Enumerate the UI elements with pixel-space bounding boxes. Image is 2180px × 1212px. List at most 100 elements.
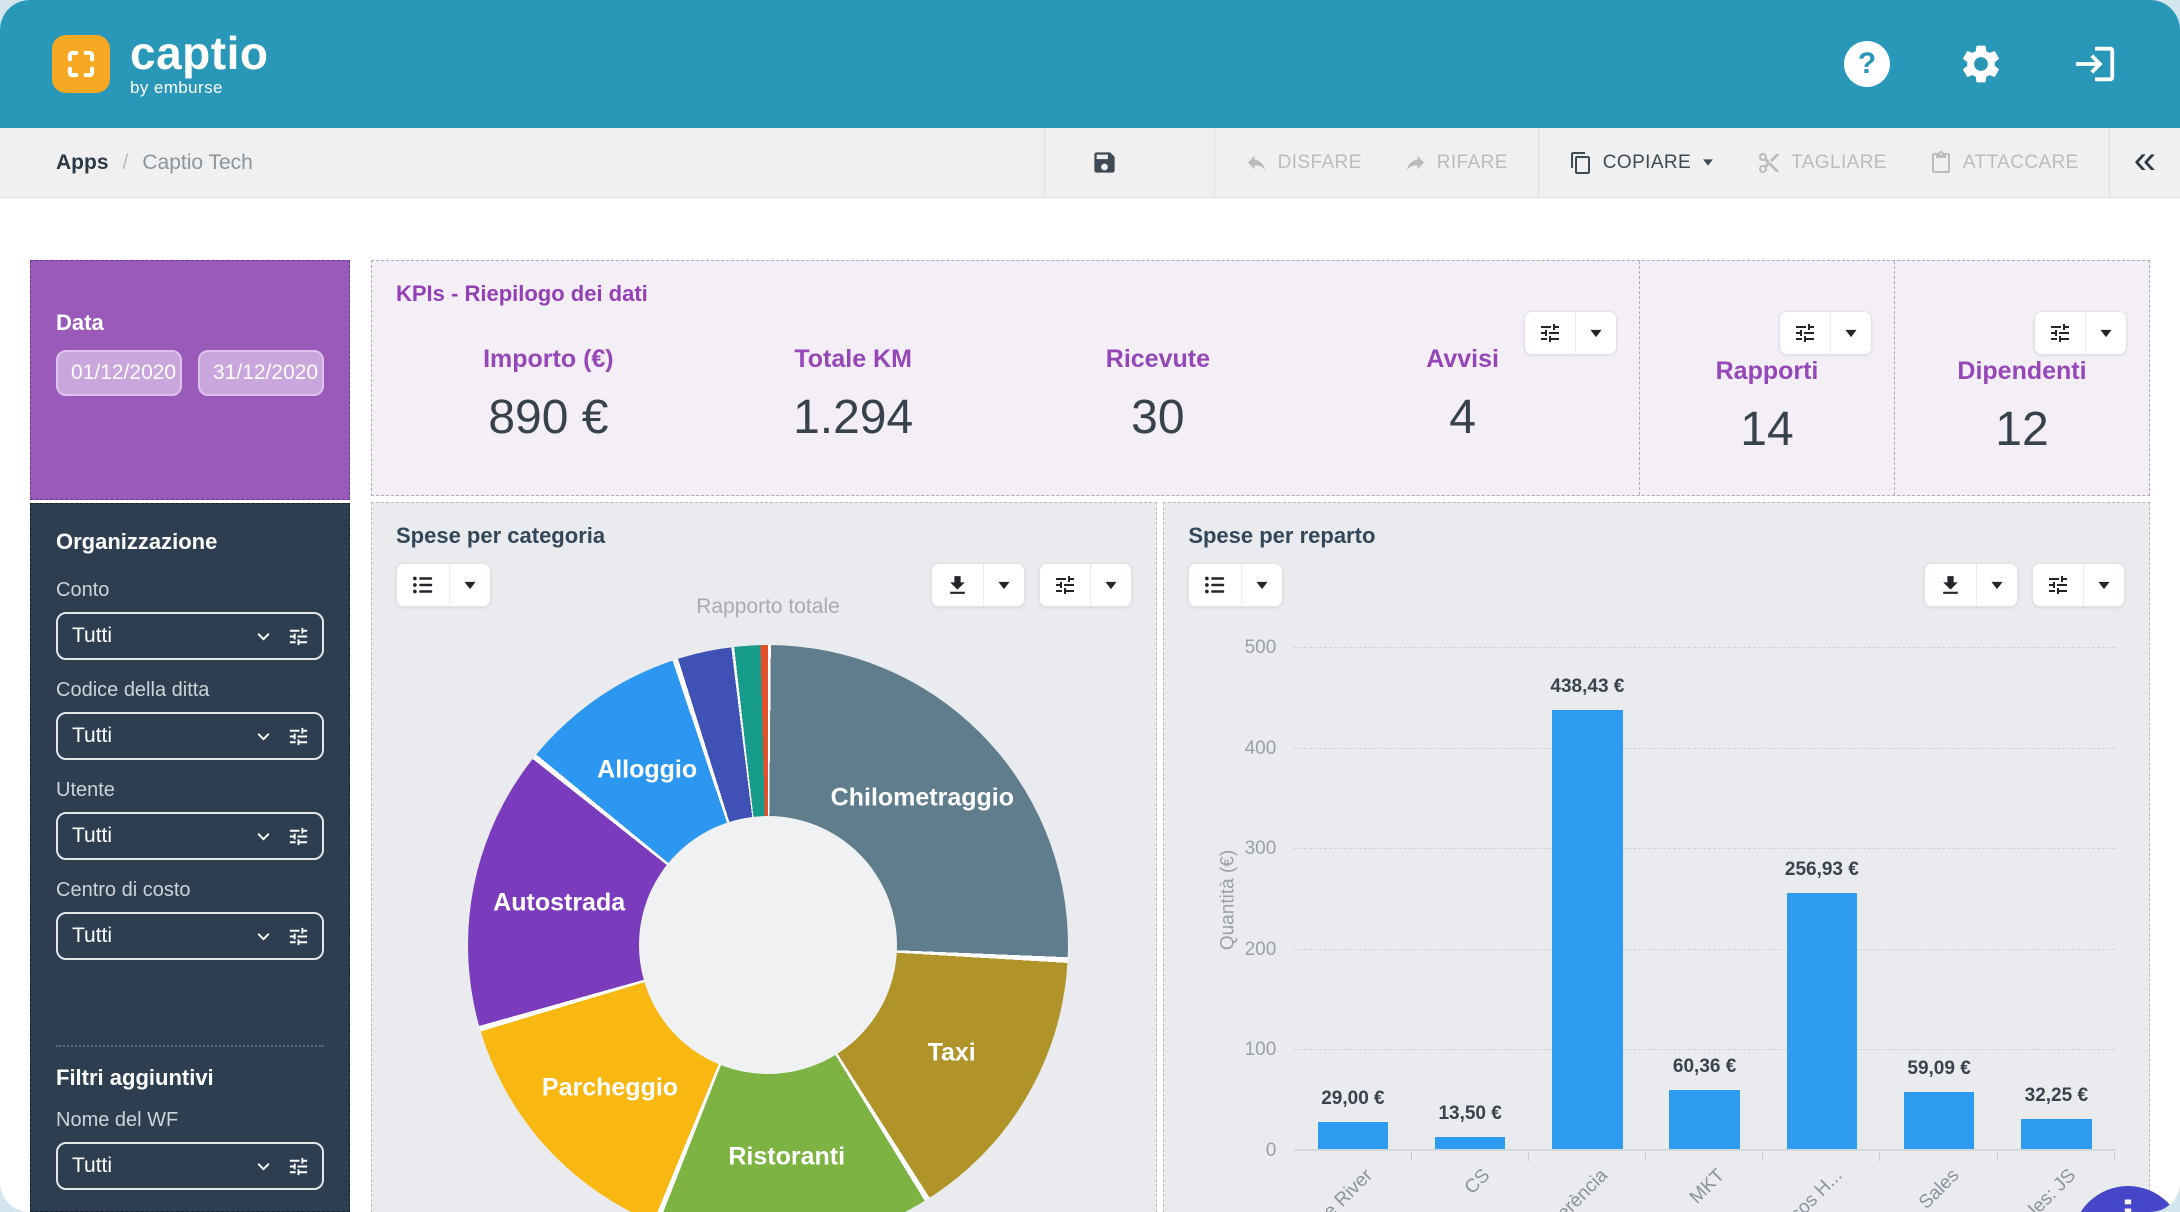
dropdown-caret[interactable] xyxy=(2083,564,2124,606)
list-icon[interactable] xyxy=(1189,564,1242,606)
gridline xyxy=(1294,647,2115,648)
extra-filters-title: Filtri aggiuntivi xyxy=(56,1065,214,1090)
bar[interactable] xyxy=(1903,1092,1975,1151)
bar[interactable] xyxy=(1317,1122,1389,1151)
chevron-down-icon[interactable] xyxy=(253,926,274,947)
bar-download-button xyxy=(1924,563,2018,607)
cut-button[interactable]: TAGLIARE xyxy=(1757,151,1887,175)
chevron-down-icon[interactable] xyxy=(253,626,274,647)
bar-slot: 59,09 € Sales xyxy=(1880,648,1998,1212)
bar[interactable] xyxy=(2021,1119,2092,1151)
bar-value-label: 29,00 € xyxy=(1321,1088,1385,1109)
dropdown-caret[interactable] xyxy=(1241,564,1283,606)
captio-logo: captio by emburse xyxy=(52,29,268,99)
date-section-title: Data xyxy=(56,310,104,335)
x-axis-baseline xyxy=(1294,1149,2115,1151)
bar-value-label: 59,09 € xyxy=(1907,1058,1971,1079)
conto-select[interactable]: Tutti xyxy=(56,612,324,660)
collapse-panel-icon[interactable]: « xyxy=(2134,140,2156,186)
bar[interactable] xyxy=(1786,893,1858,1151)
x-tick-label: me River xyxy=(1308,1165,1378,1212)
tune-icon[interactable] xyxy=(2033,564,2083,606)
captio-logo-icon xyxy=(52,35,110,93)
centro-costo-select[interactable]: Tutti xyxy=(56,912,324,960)
kpi-summary-settings-button xyxy=(1524,311,1617,355)
gridline xyxy=(1294,848,2115,850)
y-tick-label: 300 xyxy=(1244,838,1277,860)
y-tick-label: 400 xyxy=(1244,737,1277,759)
x-tick-label: Sales xyxy=(1914,1165,1964,1212)
dropdown-caret[interactable] xyxy=(2085,312,2126,354)
nome-wf-select[interactable]: Tutti xyxy=(56,1142,324,1190)
kpi-totale-km: Totale KM 1.294 xyxy=(793,345,914,444)
tune-icon[interactable] xyxy=(287,1155,310,1178)
save-button[interactable] xyxy=(1091,149,1118,176)
donut-slice-label: Parcheggio xyxy=(541,1073,679,1102)
date-filter-panel: Data 01/12/2020 31/12/2020 xyxy=(30,260,350,500)
download-icon[interactable] xyxy=(932,564,984,606)
settings-gear-icon[interactable] xyxy=(1958,41,2004,87)
undo-icon xyxy=(1245,151,1268,174)
gridline xyxy=(1294,948,2115,950)
clipboard-icon xyxy=(1929,150,1953,175)
bar-chart-title: Spese per reparto xyxy=(1188,523,1376,548)
dropdown-caret[interactable] xyxy=(1830,312,1871,354)
donut-chart: Chilometraggio Taxi Ristoranti Parcheggio Au… xyxy=(468,645,1068,1212)
donut-slice-label: Autostrada xyxy=(493,888,626,917)
tune-icon[interactable] xyxy=(287,825,310,848)
top-bar: captio by emburse ? xyxy=(0,0,2180,128)
paste-button[interactable]: ATTACCARE xyxy=(1929,150,2079,175)
undo-button[interactable]: DISFARE xyxy=(1245,151,1362,174)
logout-icon[interactable] xyxy=(2072,41,2118,87)
chevron-down-icon[interactable] xyxy=(253,826,274,847)
bar-value-label: 438,43 € xyxy=(1550,676,1625,697)
date-to-field[interactable]: 31/12/2020 xyxy=(198,350,324,396)
kpi-panel-title: KPIs - Riepilogo dei dati xyxy=(396,281,648,306)
dropdown-caret[interactable] xyxy=(1575,312,1616,354)
breadcrumb: Apps / Captio Tech xyxy=(0,128,253,197)
dropdown-caret[interactable] xyxy=(1090,564,1132,606)
donut-subtitle: Rapporto totale xyxy=(696,595,840,618)
bar-slot: 29,00 € me River xyxy=(1294,648,1412,1212)
copy-button[interactable]: COPIARE xyxy=(1569,151,1715,175)
download-icon[interactable] xyxy=(1925,564,1976,606)
organization-section-title: Organizzazione xyxy=(56,529,218,554)
tune-icon[interactable] xyxy=(1780,312,1830,354)
dropdown-caret[interactable] xyxy=(1976,564,2017,606)
help-icon[interactable]: ? xyxy=(1844,41,1890,87)
dashboard-content: Data 01/12/2020 31/12/2020 Organizzazion… xyxy=(0,198,2180,1212)
spese-reparto-panel: Spese per reparto xyxy=(1163,502,2150,1212)
list-icon[interactable] xyxy=(397,564,449,606)
tune-icon[interactable] xyxy=(2035,312,2085,354)
y-tick-label: 100 xyxy=(1244,1039,1277,1061)
filters-sidebar: Data 01/12/2020 31/12/2020 Organizzazion… xyxy=(30,260,350,1212)
dropdown-caret[interactable] xyxy=(449,564,490,606)
bar[interactable] xyxy=(1435,1137,1506,1151)
bar[interactable] xyxy=(1552,710,1623,1151)
redo-button[interactable]: RIFARE xyxy=(1404,151,1508,174)
tune-icon[interactable] xyxy=(1525,312,1575,354)
donut-slice-label: Alloggio xyxy=(597,755,698,784)
kpi-summary-panel: KPIs - Riepilogo dei dati Importo (€) 89… xyxy=(372,261,1639,495)
tune-icon[interactable] xyxy=(1040,564,1091,606)
chevron-down-icon[interactable] xyxy=(253,1156,274,1177)
filter-group-conto: Conto Tutti xyxy=(56,579,324,660)
bar[interactable] xyxy=(1669,1090,1740,1151)
donut-legend-button xyxy=(396,563,491,607)
utente-select[interactable]: Tutti xyxy=(56,812,324,860)
y-tick-label: 200 xyxy=(1244,938,1277,960)
date-from-field[interactable]: 01/12/2020 xyxy=(56,350,182,396)
dropdown-caret[interactable] xyxy=(983,564,1025,606)
charts-row: Spese per categoria xyxy=(371,502,2150,1212)
tune-icon[interactable] xyxy=(287,625,310,648)
kpi-rapporti-settings-button xyxy=(1779,311,1872,355)
tune-icon[interactable] xyxy=(287,925,310,948)
breadcrumb-apps[interactable]: Apps xyxy=(56,150,109,174)
breadcrumb-current-page: Captio Tech xyxy=(142,150,253,174)
chevron-down-icon[interactable] xyxy=(253,726,274,747)
codice-ditta-select[interactable]: Tutti xyxy=(56,712,324,760)
redo-icon xyxy=(1404,151,1427,174)
tune-icon[interactable] xyxy=(287,725,310,748)
y-tick-label: 500 xyxy=(1244,637,1277,658)
x-tick-label: Gerència xyxy=(1542,1165,1612,1212)
